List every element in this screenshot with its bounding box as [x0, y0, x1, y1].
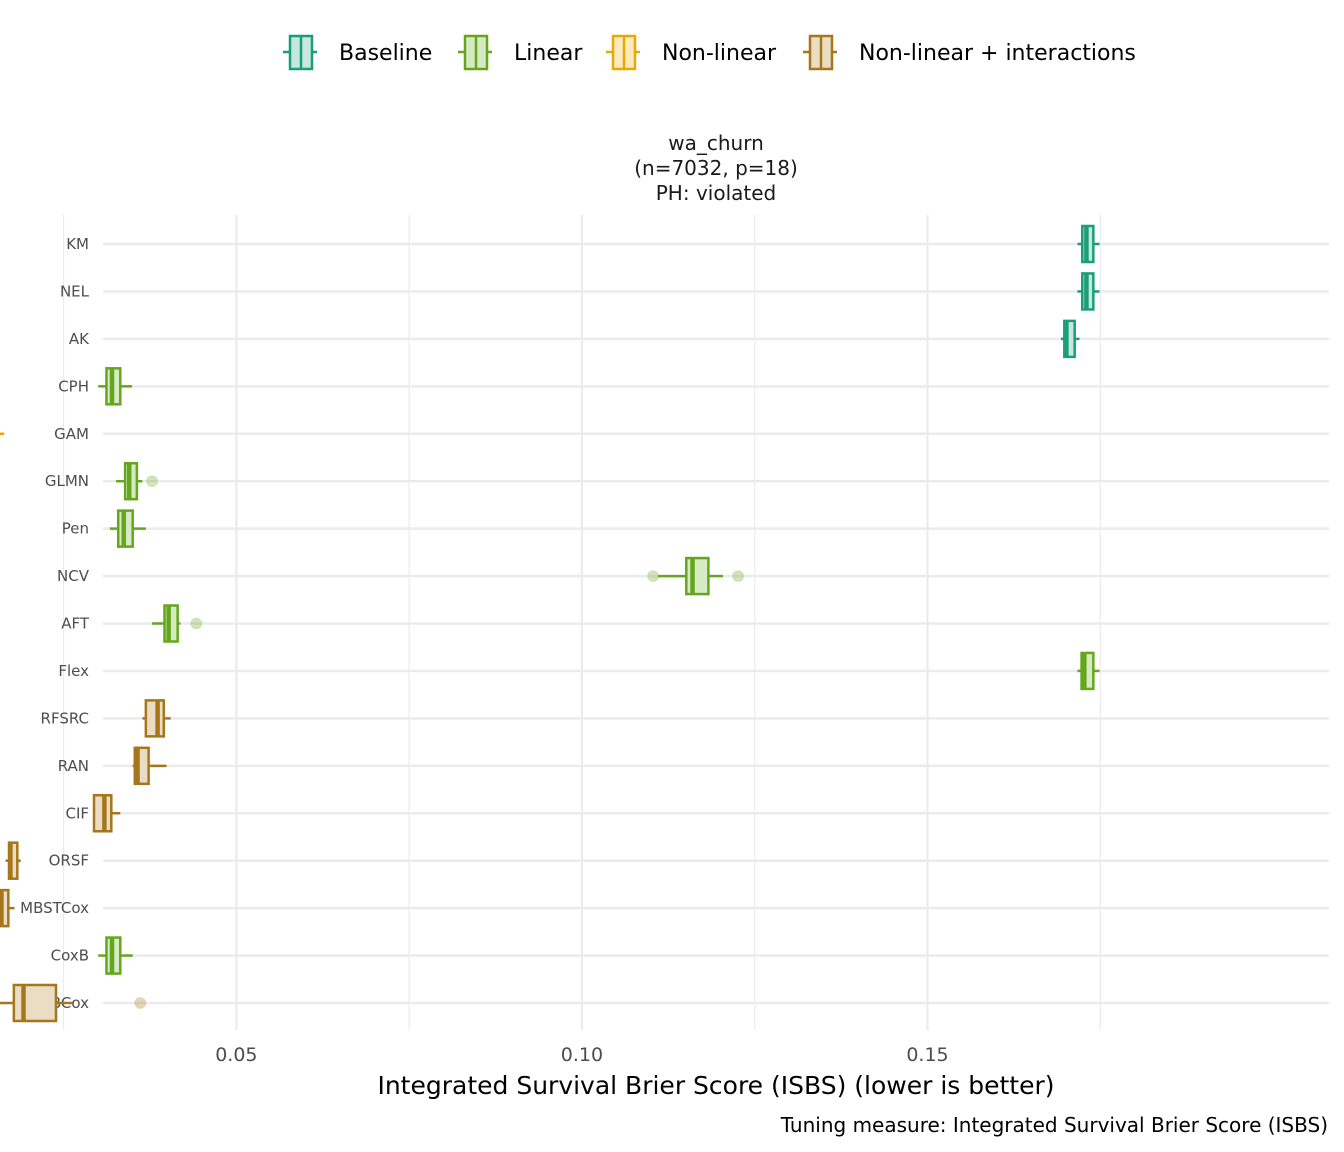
y-tick-label: RAN — [58, 757, 89, 775]
legend-label: Linear — [514, 41, 583, 66]
legend-item-non-linear: Non-linear — [606, 34, 777, 71]
legend-label: Non-linear — [662, 41, 777, 66]
gridlines — [63, 215, 1329, 1030]
outlier-point — [146, 475, 159, 488]
legend-item-baseline: Baseline — [283, 34, 432, 71]
box-cph — [98, 367, 133, 406]
strip-title-line-1: wa_churn — [668, 131, 764, 155]
box-mbstcox — [0, 888, 15, 928]
legend-item-non-linear-interactions: Non-linear + interactions — [803, 34, 1136, 71]
box-km — [1077, 224, 1100, 264]
x-axis-title: Integrated Survival Brier Score (ISBS) (… — [377, 1071, 1054, 1100]
y-tick-label: KM — [66, 235, 89, 253]
outlier-point — [732, 570, 745, 583]
y-tick-label: MBSTCox — [20, 899, 89, 917]
y-tick-label: AK — [69, 330, 90, 348]
y-tick-label: GAM — [54, 425, 89, 443]
y-tick-label: Flex — [58, 662, 89, 680]
y-tick-label: GLMN — [45, 472, 89, 490]
box-rfsrc — [142, 699, 171, 738]
x-tick-label: 0.05 — [215, 1044, 257, 1066]
iqr-box — [685, 556, 710, 596]
box-flex — [1077, 651, 1100, 691]
box-ran — [132, 746, 167, 786]
facet-strip: wa_churn (n=7032, p=18) PH: violated — [634, 131, 798, 205]
legend-item-linear: Linear — [458, 34, 583, 71]
box-orsf — [5, 841, 21, 880]
legend-label: Baseline — [339, 41, 432, 66]
y-axis-tick-labels: KM NEL AK CPH GAM GLMN Pen NCV AFT Flex RFSRC RAN CI… — [20, 235, 90, 1012]
y-tick-label: ORSF — [49, 852, 89, 870]
box-xgbcox — [0, 983, 147, 1023]
y-tick-label: NCV — [57, 567, 90, 585]
legend: Baseline Linear Non-linear Non-linear + int… — [283, 34, 1136, 71]
y-tick-label: Pen — [62, 520, 89, 538]
box-aft — [152, 604, 203, 643]
y-tick-label: RFSRC — [41, 709, 89, 727]
legend-label: Non-linear + interactions — [859, 41, 1136, 66]
x-tick-label: 0.10 — [561, 1044, 603, 1066]
strip-title-line-2: (n=7032, p=18) — [634, 156, 798, 180]
y-tick-label: AFT — [61, 615, 90, 633]
strip-title-line-3: PH: violated — [656, 181, 776, 205]
box-glmn — [116, 461, 159, 501]
x-axis-tick-labels: 0.05 0.10 0.15 — [215, 1044, 948, 1066]
outlier-point — [190, 617, 203, 630]
y-tick-label: CIF — [65, 804, 89, 822]
y-tick-label: CPH — [58, 377, 89, 395]
iqr-box — [12, 983, 58, 1023]
box-gam — [0, 432, 5, 435]
y-tick-label: CoxB — [51, 947, 89, 965]
iqr-box — [1080, 651, 1095, 691]
outlier-point — [647, 570, 660, 583]
caption: Tuning measure: Integrated Survival Brie… — [780, 1113, 1328, 1137]
x-tick-label: 0.15 — [906, 1044, 948, 1066]
y-tick-label: NEL — [60, 282, 90, 300]
iqr-box — [144, 699, 166, 738]
box-nel — [1077, 272, 1100, 311]
box-ak — [1060, 319, 1080, 359]
boxes — [0, 224, 1100, 1023]
box-pen — [109, 509, 146, 548]
box-coxb — [98, 936, 133, 975]
box-ncv — [647, 556, 745, 596]
box-cif — [92, 794, 121, 833]
outlier-point — [134, 997, 147, 1009]
